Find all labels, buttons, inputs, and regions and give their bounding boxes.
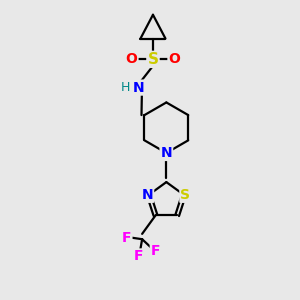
Text: N: N: [133, 81, 145, 94]
Text: N: N: [142, 188, 153, 202]
Text: F: F: [151, 244, 160, 257]
Text: O: O: [168, 52, 180, 66]
Text: F: F: [134, 250, 143, 263]
Text: H: H: [121, 81, 130, 94]
Text: S: S: [148, 52, 158, 67]
Text: F: F: [122, 231, 131, 245]
Text: S: S: [180, 188, 190, 202]
Text: O: O: [126, 52, 137, 66]
Text: N: N: [160, 146, 172, 160]
